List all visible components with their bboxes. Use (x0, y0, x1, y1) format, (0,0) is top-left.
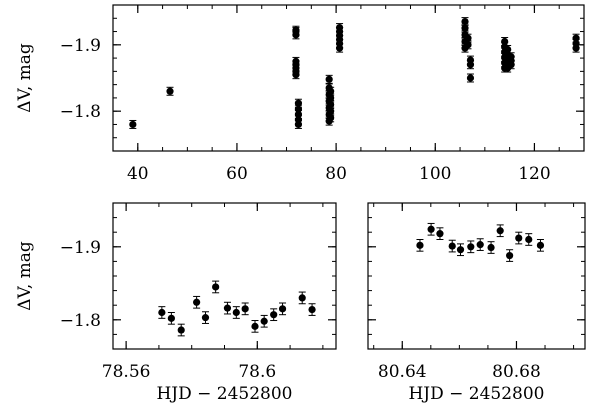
data-point (466, 74, 475, 82)
data-point (298, 294, 306, 302)
y-tick-label: −1.8 (60, 102, 101, 122)
x-tick-label: 60 (226, 164, 248, 184)
x-tick-label: 80.68 (492, 362, 541, 382)
data-point (251, 322, 259, 330)
y-axis-label: ΔV, mag (15, 241, 35, 311)
data-point (193, 298, 201, 306)
data-point (327, 87, 335, 95)
x-tick-label: 100 (419, 164, 451, 184)
data-point (201, 314, 210, 322)
data-point (572, 34, 580, 42)
data-point (241, 305, 249, 313)
data-point (325, 75, 333, 83)
data-point (292, 57, 300, 66)
data-point (456, 246, 465, 254)
data-point (129, 120, 137, 129)
data-point (294, 99, 303, 107)
y-tick-label: −1.8 (60, 311, 101, 331)
x-tick-label: 120 (518, 164, 550, 184)
data-point (166, 87, 174, 95)
data-point (270, 311, 278, 319)
y-tick-label: −1.9 (60, 238, 101, 258)
x-tick-label: 78.56 (102, 362, 151, 382)
data-point (327, 107, 335, 115)
data-point (292, 26, 300, 34)
data-point (448, 242, 456, 250)
panel-bottom-left: 78.56 78.6 −1.9 −1.8 ΔV, mag HJD − 2452800 (15, 202, 337, 404)
y-tick-label: −1.9 (60, 36, 101, 56)
data-point (327, 114, 335, 122)
x-tick-label: 80 (325, 164, 347, 184)
data-point (507, 53, 515, 61)
y-axis-label: ΔV, mag (15, 43, 35, 113)
data-point (467, 243, 475, 251)
data-point (476, 241, 484, 249)
data-point (177, 326, 185, 334)
data-point (327, 100, 335, 109)
plot-frame (367, 202, 586, 350)
data-point (525, 235, 533, 244)
data-point (464, 41, 472, 49)
data-point (466, 56, 475, 64)
data-point (504, 45, 512, 54)
data-point (536, 241, 545, 249)
plot-frame (112, 202, 337, 350)
data-point (515, 234, 523, 242)
data-point (327, 94, 335, 102)
data-point (278, 305, 287, 313)
data-point (464, 34, 472, 42)
data-point (308, 305, 316, 314)
data-point (232, 308, 240, 317)
data-point (496, 227, 504, 235)
data-point (223, 304, 232, 312)
data-point (487, 243, 495, 252)
data-point (158, 308, 166, 317)
data-point (260, 317, 268, 325)
panel-top: 40 60 80 100 120 −1.9 −1.8 ΔV, mag (15, 4, 585, 184)
x-tick-label: 80.64 (378, 362, 427, 382)
x-axis-label: HJD − 2452800 (408, 384, 544, 404)
x-tick-label: 40 (127, 164, 149, 184)
plot-frame (112, 4, 585, 152)
data-point (335, 23, 344, 32)
data-point (427, 225, 435, 233)
data-point (167, 314, 175, 322)
data-point (416, 241, 424, 249)
data-point (461, 17, 469, 26)
data-point (461, 24, 469, 32)
data-point (501, 37, 509, 46)
data-point (436, 230, 444, 238)
data-point (212, 283, 220, 291)
x-tick-label: 78.6 (238, 362, 276, 382)
x-axis-label: HJD − 2452800 (156, 384, 292, 404)
data-point (506, 251, 514, 260)
